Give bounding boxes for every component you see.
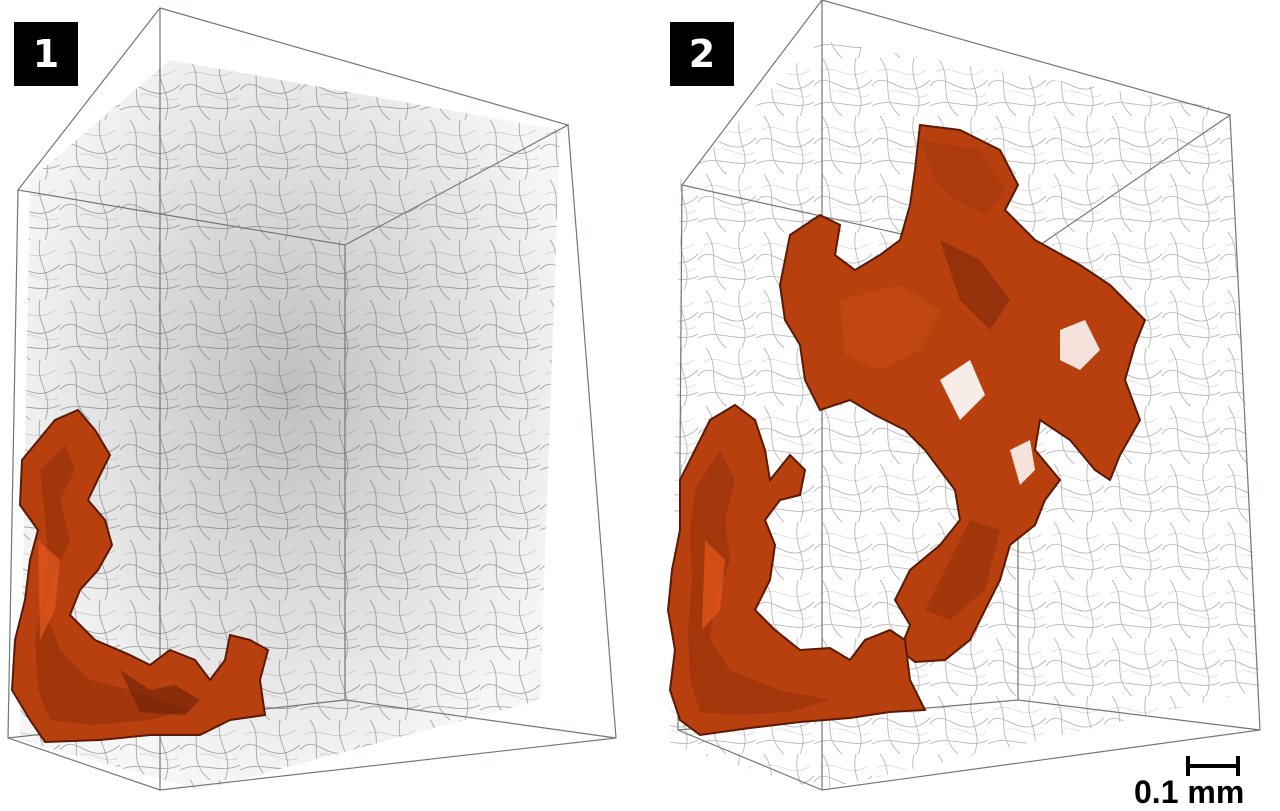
scale-bar-label: 0.1 mm [1134, 774, 1245, 810]
volume-render-1 [7, 7, 617, 791]
orange-cluster-3 [666, 403, 927, 737]
panel-label-badge: 1 [14, 22, 78, 86]
scale-bar-line [1186, 756, 1240, 776]
volume-panel-1: 1 [0, 0, 640, 807]
volume-render-2 [666, 0, 1261, 791]
volume-panel-2: 2 [640, 0, 1280, 807]
orange-cluster-1 [10, 408, 270, 744]
scale-bar: 0.1 mm [1118, 748, 1278, 810]
panel-label-badge: 2 [670, 22, 734, 86]
orange-cluster-2 [778, 123, 1147, 664]
